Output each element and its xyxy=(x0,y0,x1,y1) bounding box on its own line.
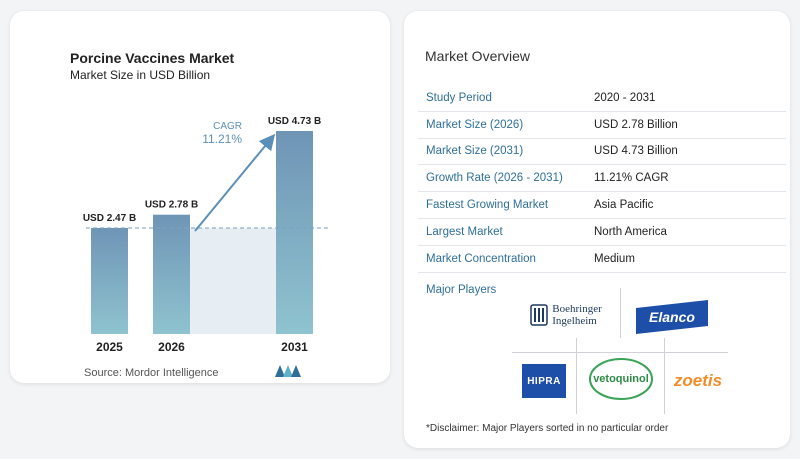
row-value: North America xyxy=(594,225,667,238)
row-value: Medium xyxy=(594,252,635,265)
mordor-logo-icon xyxy=(275,364,301,382)
row-value: USD 2.78 Billion xyxy=(594,118,678,131)
table-row: Market Size (2026) USD 2.78 Billion xyxy=(418,112,786,139)
overview-title: Market Overview xyxy=(425,48,531,64)
row-value: Asia Pacific xyxy=(594,199,654,212)
boehringer-ingelheim-logo: Boehringer Ingelheim xyxy=(516,298,616,332)
row-key: Growth Rate (2026 - 2031) xyxy=(426,172,563,185)
boehringer-line1: Boehringer xyxy=(552,303,602,315)
chart-subtitle: Market Size in USD Billion xyxy=(70,68,211,82)
logo-divider xyxy=(576,338,577,414)
row-key: Fastest Growing Market xyxy=(426,199,549,212)
zoetis-text: zoetis xyxy=(673,371,723,390)
table-row: Study Period 2020 - 2031 xyxy=(418,85,786,112)
row-value: 11.21% CAGR xyxy=(594,172,669,185)
row-key: Market Size (2026) xyxy=(426,118,524,131)
table-row: Market Size (2031) USD 4.73 Billion xyxy=(418,139,786,166)
category-label: 2026 xyxy=(158,340,185,354)
table-row: Fastest Growing Market Asia Pacific xyxy=(418,192,786,219)
major-players-title: Major Players xyxy=(426,284,497,296)
bar xyxy=(153,214,190,334)
vetoquinol-logo: vetoquinol xyxy=(587,356,655,402)
elanco-text: Elanco xyxy=(649,309,695,325)
logo-divider xyxy=(664,338,665,414)
category-label: 2031 xyxy=(281,340,308,354)
table-row: Growth Rate (2026 - 2031) 11.21% CAGR xyxy=(418,165,786,193)
row-key: Study Period xyxy=(426,91,492,104)
bar-value-label: USD 4.73 B xyxy=(268,116,321,127)
logo-divider xyxy=(512,352,728,353)
cagr-value: 11.21% xyxy=(202,132,242,146)
bar xyxy=(91,227,128,334)
building-icon xyxy=(530,304,548,326)
overview-card xyxy=(404,11,790,448)
disclaimer: *Disclaimer: Major Players sorted in no … xyxy=(426,423,669,434)
overview-table: Study Period 2020 - 2031 Market Size (202… xyxy=(418,85,786,273)
zoetis-logo: zoetis xyxy=(670,366,726,396)
baseline-band xyxy=(190,227,276,334)
source-note: Source: Mordor Intelligence xyxy=(84,367,219,379)
bar xyxy=(276,131,313,334)
row-key: Largest Market xyxy=(426,225,503,238)
cagr-arrow xyxy=(194,133,276,232)
row-key: Market Concentration xyxy=(426,252,536,265)
bar-chart: USD 2.47 B 2025 USD 2.78 B 2026 USD 4.73 B 20… xyxy=(83,116,330,354)
chart-title: Porcine Vaccines Market xyxy=(70,50,235,66)
row-key: Market Size (2031) xyxy=(426,145,524,158)
cagr-label: CAGR xyxy=(213,121,242,132)
vetoquinol-text: vetoquinol xyxy=(593,373,649,385)
table-row: Market Concentration Medium xyxy=(418,246,786,273)
hipra-logo: HIPRA xyxy=(522,364,566,398)
logo-divider xyxy=(620,288,621,338)
category-label: 2025 xyxy=(96,340,123,354)
row-value: 2020 - 2031 xyxy=(594,91,656,104)
bar-value-label: USD 2.78 B xyxy=(145,200,198,211)
elanco-logo: Elanco xyxy=(636,300,708,334)
row-value: USD 4.73 Billion xyxy=(594,145,678,158)
hipra-text: HIPRA xyxy=(527,375,561,387)
bar-value-label: USD 2.47 B xyxy=(83,213,136,224)
boehringer-line2: Ingelheim xyxy=(552,315,597,327)
table-row: Largest Market North America xyxy=(418,219,786,246)
